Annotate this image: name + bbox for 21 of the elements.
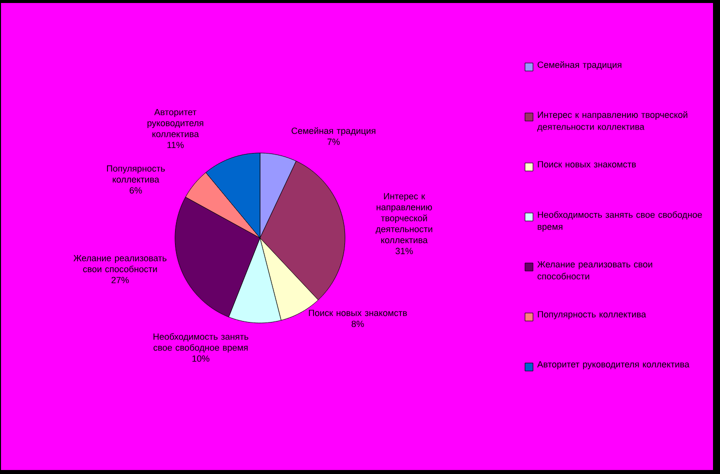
legend-label: Популярность коллектива: [538, 311, 646, 320]
data-label: 11%: [167, 142, 184, 148]
legend-label: Интерес к направлению творческой деятельности коллектива: [537, 111, 688, 132]
slice-label: Популярность коллектива: [107, 165, 165, 183]
data-label: 27%: [112, 276, 129, 284]
slice-label: Авторитет руководителя коллектива: [148, 109, 204, 138]
legend-label: Желание реализовать свои способности: [537, 261, 652, 280]
data-label: 31%: [396, 248, 413, 254]
legend-label: Необходимость занять свое свободное время: [538, 211, 702, 232]
data-label: 6%: [130, 187, 142, 194]
slice-label: Семейная традиция: [292, 127, 376, 136]
slice-label: Желание реализовать свои способности: [74, 255, 166, 272]
slice-label: Необходимость занять свое свободное время: [154, 333, 248, 353]
slice-label: Интерес к направлению творческой деятельности коллектива: [376, 193, 432, 244]
data-label: 8%: [352, 320, 364, 328]
data-label: 10%: [192, 355, 210, 362]
slice-label: Поиск новых знакомств: [308, 310, 407, 316]
legend-label: Поиск новых знакомств: [538, 161, 636, 168]
legend-label: Семейная традиция: [538, 61, 622, 70]
data-label: 7%: [328, 138, 340, 145]
legend-label: Авторитет руководителя коллектива: [537, 361, 690, 370]
